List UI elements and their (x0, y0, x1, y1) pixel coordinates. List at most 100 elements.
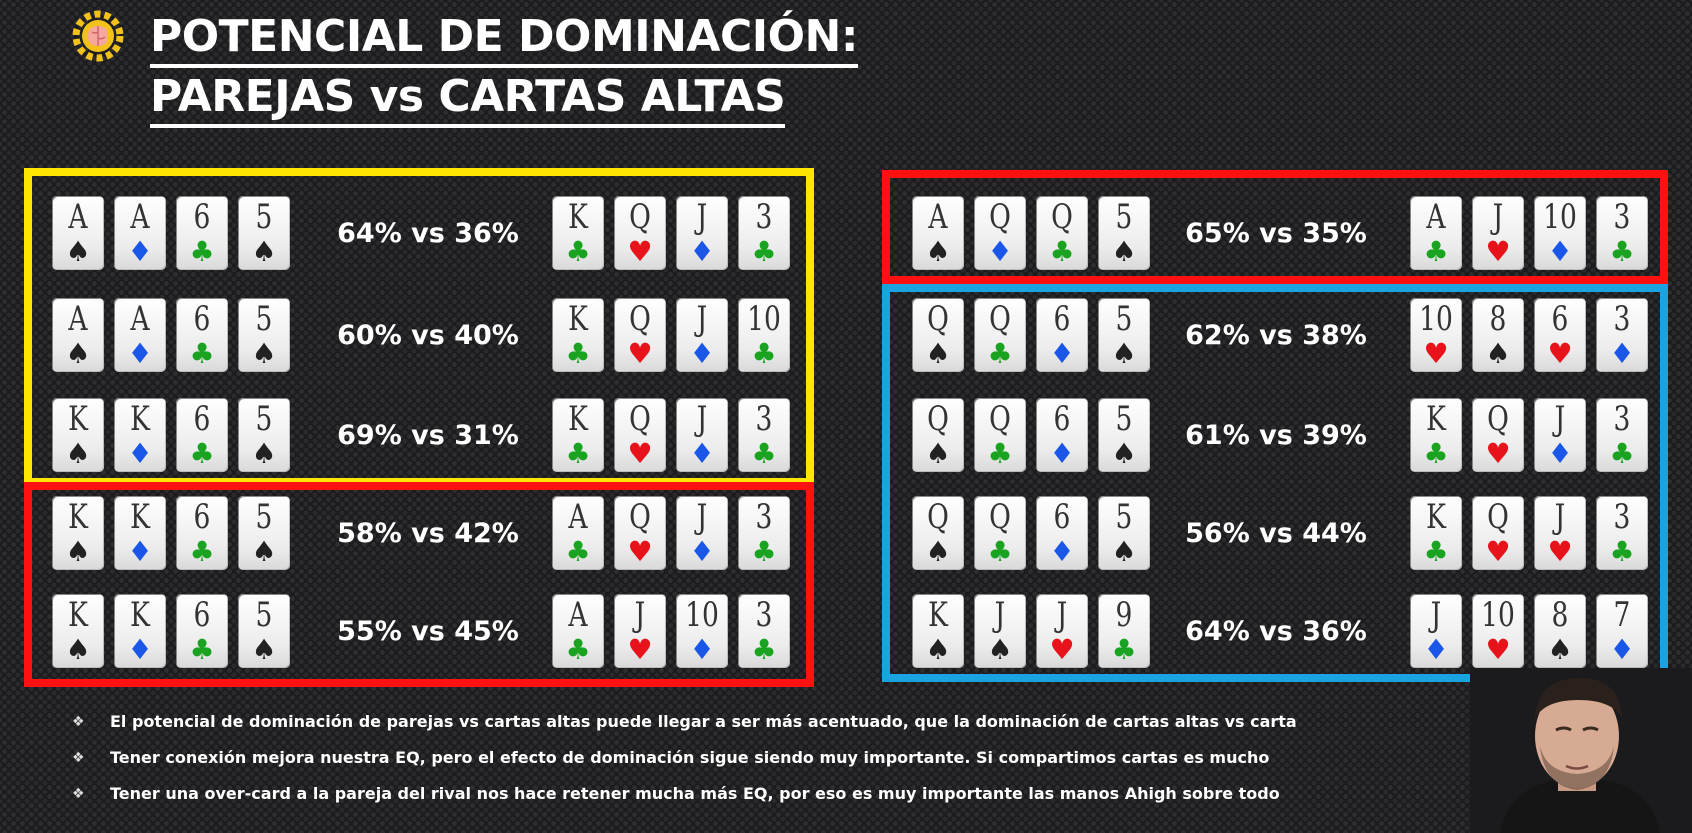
card-rank: Q (989, 299, 1011, 339)
villain-card: Q ♥ (1472, 496, 1524, 570)
villain-card: K ♣ (552, 298, 604, 372)
card-rank: 8 (1551, 595, 1569, 635)
card-rank: 6 (193, 595, 211, 635)
hero-card: 6 ♣ (176, 594, 228, 668)
club-suit-icon: ♣ (1049, 235, 1075, 268)
card-rank: 5 (255, 299, 273, 339)
card-rank: J (1554, 399, 1566, 439)
card-rank: A (928, 197, 948, 237)
villain-card: J ♥ (1472, 196, 1524, 270)
villain-card: 8 ♠ (1534, 594, 1586, 668)
spade-suit-icon: ♠ (925, 535, 951, 568)
card-rank: A (130, 197, 150, 237)
club-suit-icon: ♣ (189, 337, 215, 370)
club-suit-icon: ♣ (1423, 437, 1449, 470)
villain-card: 10 ♦ (676, 594, 728, 668)
villain-card: J ♥ (1534, 496, 1586, 570)
hero-card: 5 ♠ (238, 398, 290, 472)
villain-card: 10 ♥ (1472, 594, 1524, 668)
spade-suit-icon: ♠ (925, 633, 951, 666)
club-suit-icon: ♣ (1609, 437, 1635, 470)
equity-result: 64% vs 36% (1185, 616, 1367, 647)
villain-card: J ♦ (676, 496, 728, 570)
card-rank: K (1426, 399, 1446, 439)
heart-suit-icon: ♥ (1547, 535, 1573, 568)
card-rank: 3 (755, 399, 773, 439)
spade-suit-icon: ♠ (65, 535, 91, 568)
card-rank: 3 (1613, 299, 1631, 339)
hero-card: 5 ♠ (1098, 496, 1150, 570)
card-rank: J (994, 595, 1006, 635)
hero-card: A ♠ (52, 196, 104, 270)
hero-card: K ♦ (114, 594, 166, 668)
hand-matchup-row: A ♠ A ♦ 6 ♣ 5 ♠ 64% vs 36% K ♣ Q ♥ J ♦ 3 ♣ (0, 196, 1692, 272)
hero-card: K ♠ (52, 496, 104, 570)
diamond-suit-icon: ♦ (1547, 235, 1573, 268)
hero-card: K ♠ (52, 398, 104, 472)
spade-suit-icon: ♠ (251, 535, 277, 568)
club-suit-icon: ♣ (987, 337, 1013, 370)
card-rank: 3 (755, 497, 773, 537)
card-rank: J (696, 197, 708, 237)
card-rank: J (634, 595, 646, 635)
red-highlight-box-left (24, 482, 814, 687)
diamond-suit-icon: ♦ (987, 235, 1013, 268)
diamond-suit-icon: ♦ (127, 235, 153, 268)
card-rank: Q (629, 299, 651, 339)
card-rank: K (130, 595, 150, 635)
equity-result: 69% vs 31% (337, 420, 519, 451)
equity-result: 65% vs 35% (1185, 218, 1367, 249)
brain-gear-logo-icon (70, 8, 126, 64)
card-rank: 6 (193, 197, 211, 237)
card-rank: Q (927, 399, 949, 439)
hero-card: 9 ♣ (1098, 594, 1150, 668)
club-suit-icon: ♣ (565, 235, 591, 268)
spade-suit-icon: ♠ (1111, 535, 1137, 568)
villain-card: 3 ♣ (1596, 196, 1648, 270)
card-rank: Q (1487, 497, 1509, 537)
hero-card: 5 ♠ (238, 594, 290, 668)
hero-card: 6 ♦ (1036, 298, 1088, 372)
hero-card: 6 ♣ (176, 196, 228, 270)
red-highlight-box-right (882, 170, 1668, 284)
card-rank: Q (629, 497, 651, 537)
club-suit-icon: ♣ (1609, 535, 1635, 568)
spade-suit-icon: ♠ (1111, 337, 1137, 370)
card-rank: K (568, 399, 588, 439)
spade-suit-icon: ♠ (251, 235, 277, 268)
equity-result: 62% vs 38% (1185, 320, 1367, 351)
diamond-bullet-icon: ❖ (72, 786, 85, 802)
note-item: ❖ El potencial de dominación de parejas … (72, 712, 1297, 731)
hero-card: 5 ♠ (238, 196, 290, 270)
villain-card: J ♦ (676, 398, 728, 472)
hero-card: 5 ♠ (1098, 196, 1150, 270)
card-rank: 3 (755, 197, 773, 237)
diamond-suit-icon: ♦ (1049, 337, 1075, 370)
card-rank: 5 (1115, 299, 1133, 339)
card-rank: J (1554, 497, 1566, 537)
club-suit-icon: ♣ (1111, 633, 1137, 666)
club-suit-icon: ♣ (751, 437, 777, 470)
villain-card: 3 ♣ (738, 594, 790, 668)
hero-card: Q ♣ (974, 496, 1026, 570)
blue-highlight-box (882, 284, 1668, 682)
card-rank: 10 (1481, 595, 1515, 635)
card-rank: Q (927, 299, 949, 339)
heart-suit-icon: ♥ (1485, 633, 1511, 666)
villain-card: 3 ♣ (1596, 496, 1648, 570)
hero-card: A ♠ (912, 196, 964, 270)
diamond-suit-icon: ♦ (1609, 337, 1635, 370)
card-rank: J (696, 299, 708, 339)
diamond-suit-icon: ♦ (1423, 633, 1449, 666)
spade-suit-icon: ♠ (251, 437, 277, 470)
card-rank: A (1426, 197, 1446, 237)
spade-suit-icon: ♠ (987, 633, 1013, 666)
spade-suit-icon: ♠ (925, 337, 951, 370)
card-rank: 6 (1053, 497, 1071, 537)
card-rank: 6 (1053, 399, 1071, 439)
hand-matchup-row: Q ♠ Q ♣ 6 ♦ 5 ♠ 62% vs 38% 10 ♥ 8 ♠ 6 ♥ 3 ♦ (0, 298, 1692, 374)
card-rank: 9 (1115, 595, 1133, 635)
villain-card: K ♣ (552, 398, 604, 472)
club-suit-icon: ♣ (751, 235, 777, 268)
card-rank: Q (927, 497, 949, 537)
